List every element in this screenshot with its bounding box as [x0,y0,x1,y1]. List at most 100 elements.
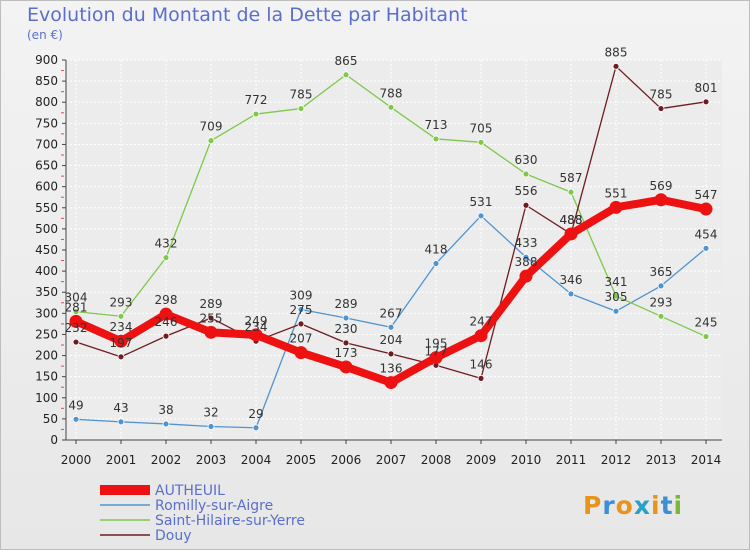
data-label-romilly-sur-aigre: 309 [290,289,313,303]
y-tick-label: 850 [35,74,58,88]
legend-label-douy: Douy [155,528,192,544]
data-label-saint-hilaire-sur-yerre: 713 [425,118,448,132]
legend-label-autheuil: AUTHEUIL [155,483,225,499]
data-point-romilly-sur-aigre [657,282,665,290]
data-point-saint-hilaire-sur-yerre [207,137,215,145]
y-tick-label: 550 [35,201,58,215]
x-tick-label: 2002 [151,453,182,467]
data-label-romilly-sur-aigre: 43 [113,401,128,415]
data-label-douy: 234 [245,320,268,334]
data-label-autheuil: 249 [245,314,268,328]
data-point-romilly-sur-aigre [162,420,170,428]
x-tick-label: 2000 [61,453,92,467]
logo-letter: i [673,491,684,520]
data-point-romilly-sur-aigre [702,244,710,252]
data-label-autheuil: 255 [200,311,223,325]
unit-label: (en €) [27,28,63,42]
x-tick-label: 2003 [196,453,227,467]
data-point-autheuil [69,314,83,328]
data-label-saint-hilaire-sur-yerre: 341 [605,275,628,289]
chart-title: Evolution du Montant de la Dette par Hab… [27,4,468,26]
data-point-autheuil [654,193,668,207]
data-point-saint-hilaire-sur-yerre [117,312,125,320]
data-point-saint-hilaire-sur-yerre [657,312,665,320]
data-label-autheuil: 298 [155,293,178,307]
data-point-saint-hilaire-sur-yerre [522,170,530,178]
data-point-autheuil [384,376,398,390]
data-point-douy [117,353,125,361]
logo-letter: P [583,491,603,520]
logo-letter: o [615,491,634,520]
y-tick-label: 700 [35,137,58,151]
data-label-saint-hilaire-sur-yerre: 293 [650,295,673,309]
data-label-romilly-sur-aigre: 38 [158,403,173,417]
data-point-saint-hilaire-sur-yerre [162,254,170,262]
y-tick-label: 650 [35,159,58,173]
x-tick-label: 2004 [241,453,272,467]
x-tick-label: 2009 [466,453,497,467]
data-label-romilly-sur-aigre: 531 [470,195,493,209]
data-label-saint-hilaire-sur-yerre: 865 [335,54,358,68]
y-tick-label: 450 [35,243,58,257]
x-tick-label: 2014 [691,453,722,467]
data-label-autheuil: 234 [110,320,133,334]
y-tick-label: 150 [35,370,58,384]
data-point-romilly-sur-aigre [522,253,530,261]
data-point-autheuil [159,307,173,321]
data-point-romilly-sur-aigre [387,323,395,331]
data-point-douy [477,374,485,382]
data-point-douy [72,338,80,346]
data-point-romilly-sur-aigre [342,314,350,322]
data-point-saint-hilaire-sur-yerre [252,110,260,118]
data-point-autheuil [474,329,488,343]
y-tick-label: 500 [35,222,58,236]
data-point-saint-hilaire-sur-yerre [387,103,395,111]
y-tick-label: 400 [35,264,58,278]
data-label-autheuil: 569 [650,179,673,193]
data-label-saint-hilaire-sur-yerre: 772 [245,93,268,107]
data-label-romilly-sur-aigre: 433 [515,236,538,250]
data-label-douy: 146 [470,357,493,371]
data-label-romilly-sur-aigre: 305 [605,290,628,304]
x-tick-label: 2013 [646,453,677,467]
y-tick-label: 300 [35,306,58,320]
data-label-autheuil: 173 [335,346,358,360]
data-label-autheuil: 551 [605,186,628,200]
y-tick-label: 600 [35,180,58,194]
data-label-autheuil: 281 [65,300,88,314]
y-tick-label: 250 [35,327,58,341]
data-point-autheuil [564,227,578,241]
data-point-romilly-sur-aigre [117,418,125,426]
x-tick-label: 2001 [106,453,137,467]
y-tick-label: 200 [35,349,58,363]
data-label-autheuil: 488 [560,213,583,227]
data-label-douy: 785 [650,88,673,102]
x-tick-label: 2012 [601,453,632,467]
data-label-saint-hilaire-sur-yerre: 788 [380,86,403,100]
data-label-douy: 232 [65,321,88,335]
logo-letter: r [602,491,616,520]
data-label-douy: 488 [560,213,583,227]
data-label-autheuil: 195 [425,337,448,351]
data-point-douy [297,320,305,328]
data-point-romilly-sur-aigre [612,307,620,315]
data-label-autheuil: 388 [515,255,538,269]
data-label-douy: 275 [290,303,313,317]
y-tick-label: 900 [35,53,58,67]
data-point-saint-hilaire-sur-yerre [567,188,575,196]
logo-letter: x [633,491,651,520]
data-label-douy: 246 [155,315,178,329]
data-label-romilly-sur-aigre: 49 [68,398,83,412]
series-layer [69,62,713,432]
data-label-saint-hilaire-sur-yerre: 432 [155,237,178,251]
y-tick-label: 100 [35,391,58,405]
data-point-autheuil [699,202,713,216]
data-label-douy: 289 [200,297,223,311]
data-label-autheuil: 136 [380,362,403,376]
data-label-saint-hilaire-sur-yerre: 630 [515,153,538,167]
x-tick-label: 2005 [286,453,317,467]
data-label-romilly-sur-aigre: 267 [380,306,403,320]
data-point-douy [162,332,170,340]
data-point-douy [657,105,665,112]
data-point-saint-hilaire-sur-yerre [342,71,350,79]
